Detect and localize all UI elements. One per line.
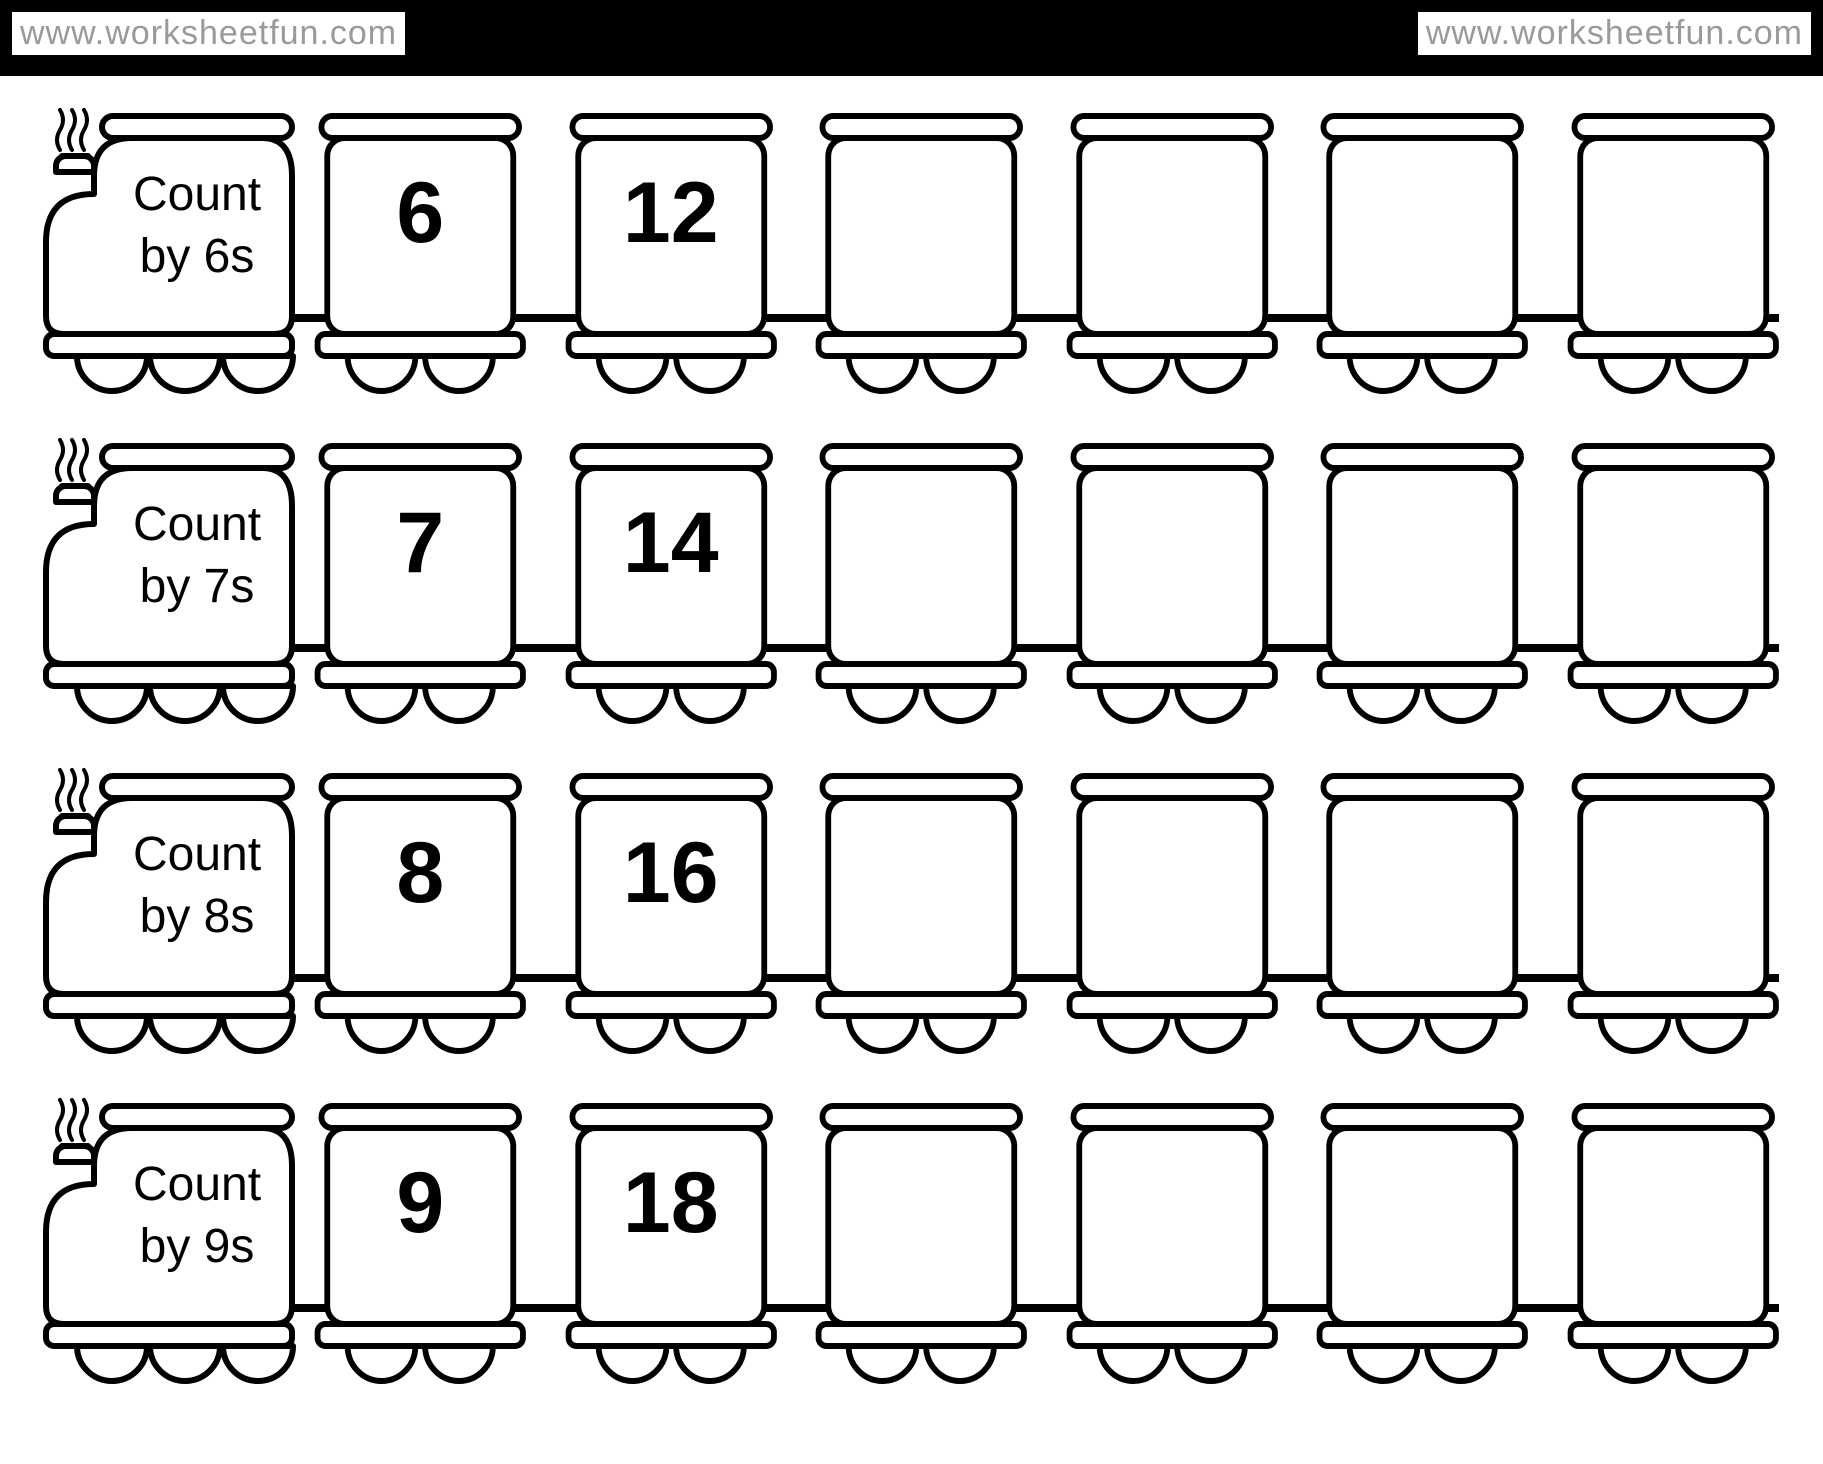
- train-row: Count by 7s 7 14: [24, 424, 1799, 754]
- train-car: 16: [555, 754, 788, 1084]
- label-line-1: Count: [133, 168, 261, 221]
- car-value: 18: [555, 1154, 788, 1253]
- car-value: 14: [555, 494, 788, 593]
- label-line-1: Count: [133, 498, 261, 551]
- train-car: [1306, 94, 1539, 424]
- train-engine: Count by 6s: [32, 94, 296, 424]
- train-car: [1306, 754, 1539, 1084]
- car-value: 16: [555, 824, 788, 923]
- label-line-1: Count: [133, 1158, 261, 1211]
- car-value: 8: [304, 824, 537, 923]
- watermark-left: www.worksheetfun.com: [12, 12, 405, 55]
- train-row: Count by 6s 6 12: [24, 94, 1799, 424]
- engine-label: Count by 9s: [102, 1154, 292, 1279]
- train-engine: Count by 8s: [32, 754, 296, 1084]
- train-cars: 7 14: [304, 424, 1789, 754]
- train-car: 9: [304, 1084, 537, 1414]
- label-line-2: by 8s: [140, 890, 255, 943]
- train-car: 6: [304, 94, 537, 424]
- train-car: [805, 1084, 1038, 1414]
- train-car: [1056, 94, 1289, 424]
- engine-label: Count by 7s: [102, 494, 292, 619]
- train-engine: Count by 7s: [32, 424, 296, 754]
- train-car: [1056, 754, 1289, 1084]
- train-cars: 6 12: [304, 94, 1789, 424]
- train-car: 18: [555, 1084, 788, 1414]
- train-car: [1056, 424, 1289, 754]
- label-line-2: by 9s: [140, 1220, 255, 1273]
- train-car: [805, 424, 1038, 754]
- watermark-right: www.worksheetfun.com: [1418, 12, 1811, 55]
- train-car: [1557, 754, 1790, 1084]
- train-cars: 8 16: [304, 754, 1789, 1084]
- label-line-2: by 7s: [140, 560, 255, 613]
- worksheet-body: Count by 6s 6 12 Count by 7s: [0, 76, 1823, 1424]
- train-car: 14: [555, 424, 788, 754]
- train-car: [1557, 424, 1790, 754]
- train-engine: Count by 9s: [32, 1084, 296, 1414]
- car-value: 9: [304, 1154, 537, 1253]
- train-car: [805, 94, 1038, 424]
- train-row: Count by 8s 8 16: [24, 754, 1799, 1084]
- header-bar: www.worksheetfun.com www.worksheetfun.co…: [0, 0, 1823, 76]
- train-car: [1557, 94, 1790, 424]
- label-line-1: Count: [133, 828, 261, 881]
- engine-label: Count by 8s: [102, 824, 292, 949]
- train-car: [1306, 424, 1539, 754]
- train-car: 7: [304, 424, 537, 754]
- label-line-2: by 6s: [140, 230, 255, 283]
- engine-label: Count by 6s: [102, 164, 292, 289]
- worksheet-page: www.worksheetfun.com www.worksheetfun.co…: [0, 0, 1823, 1464]
- car-value: 7: [304, 494, 537, 593]
- train-row: Count by 9s 9 18: [24, 1084, 1799, 1414]
- train-car: [805, 754, 1038, 1084]
- train-car: [1056, 1084, 1289, 1414]
- car-value: 12: [555, 164, 788, 263]
- train-car: [1557, 1084, 1790, 1414]
- train-car: 12: [555, 94, 788, 424]
- car-value: 6: [304, 164, 537, 263]
- train-car: 8: [304, 754, 537, 1084]
- train-car: [1306, 1084, 1539, 1414]
- train-cars: 9 18: [304, 1084, 1789, 1414]
